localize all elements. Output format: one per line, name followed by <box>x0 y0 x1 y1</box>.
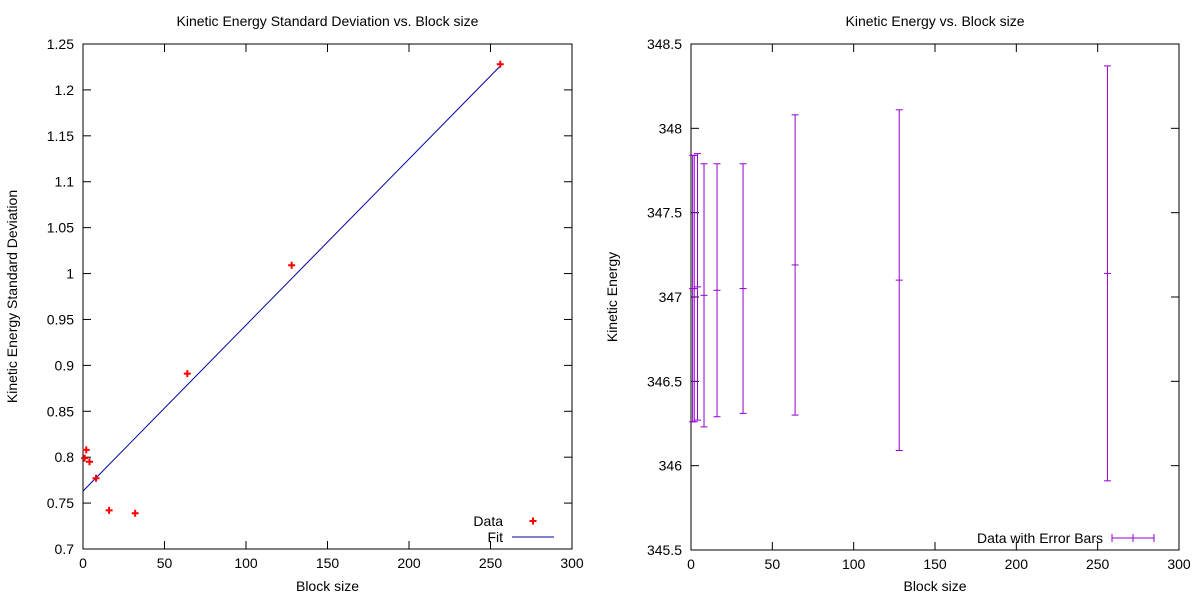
plot-frame <box>82 43 573 550</box>
x-tick-label: 250 <box>1086 556 1110 572</box>
x-tick-label: 300 <box>1167 556 1191 572</box>
data-point <box>288 261 296 269</box>
y-tick-label: 0.8 <box>55 449 75 465</box>
legend: Data with Error Bars <box>977 530 1155 546</box>
chart-1: Kinetic Energy Standard Deviation vs. Bl… <box>4 13 584 594</box>
y-tick-label: 0.85 <box>47 403 74 419</box>
data-point <box>183 370 191 378</box>
y-tick-label: 348 <box>659 120 683 136</box>
x-tick-label: 100 <box>234 555 258 571</box>
chart-2: Kinetic Energy vs. Block size Block size K… <box>604 13 1191 594</box>
legend-label: Fit <box>487 529 503 545</box>
x-tick-label: 50 <box>765 556 781 572</box>
y-tick-label: 0.7 <box>55 541 75 557</box>
x-tick-label: 300 <box>560 555 584 571</box>
error-bar <box>1103 65 1111 482</box>
error-bar <box>713 163 721 418</box>
data-point <box>496 60 504 68</box>
x-axis-label: Block size <box>903 578 966 594</box>
error-bar <box>690 154 698 423</box>
x-tick-label: 200 <box>397 555 421 571</box>
error-bar <box>791 114 799 416</box>
data-point <box>81 454 89 462</box>
fit-line <box>82 65 501 492</box>
y-axis-label: Kinetic Energy Standard Deviation <box>4 190 20 403</box>
data-point <box>82 446 90 454</box>
x-tick-label: 100 <box>842 556 866 572</box>
y-tick-label: 0.75 <box>47 495 74 511</box>
y-tick-label: 1 <box>66 266 74 282</box>
chart-title: Kinetic Energy vs. Block size <box>846 13 1025 29</box>
y-tick-label: 1.25 <box>47 36 74 52</box>
chart-title: Kinetic Energy Standard Deviation vs. Bl… <box>177 13 479 29</box>
data-point <box>92 474 100 482</box>
y-axis-label: Kinetic Energy <box>604 252 620 342</box>
y-tick-label: 345.5 <box>647 542 682 558</box>
data-point <box>86 458 94 466</box>
error-bar <box>694 153 702 421</box>
data-point <box>105 506 113 514</box>
x-axis-label: Block size <box>296 578 359 594</box>
y-tick-label: 1.1 <box>55 174 75 190</box>
legend-marker <box>529 517 537 525</box>
y-tick-label: 1.15 <box>47 128 74 144</box>
error-bar <box>700 163 708 428</box>
y-tick-label: 1.05 <box>47 220 74 236</box>
x-tick-label: 50 <box>157 555 173 571</box>
x-tick-label: 150 <box>316 555 340 571</box>
y-tick-label: 0.9 <box>55 357 75 373</box>
y-tick-label: 347 <box>659 289 683 305</box>
plot-frame <box>690 43 1180 551</box>
legend-label: Data with Error Bars <box>977 530 1103 546</box>
y-tick-label: 347.5 <box>647 205 682 221</box>
x-tick-label: 0 <box>687 556 695 572</box>
data-point <box>131 509 139 517</box>
x-tick-label: 150 <box>923 556 947 572</box>
y-tick-label: 348.5 <box>647 36 682 52</box>
legend-label: Data <box>473 513 503 529</box>
y-tick-label: 0.95 <box>47 311 74 327</box>
y-tick-label: 346.5 <box>647 373 682 389</box>
error-bar <box>895 109 903 451</box>
error-bar <box>739 163 747 414</box>
x-tick-label: 250 <box>479 555 503 571</box>
y-tick-label: 346 <box>659 458 683 474</box>
x-tick-label: 200 <box>1005 556 1029 572</box>
y-tick-label: 1.2 <box>55 82 75 98</box>
x-tick-label: 0 <box>79 555 87 571</box>
